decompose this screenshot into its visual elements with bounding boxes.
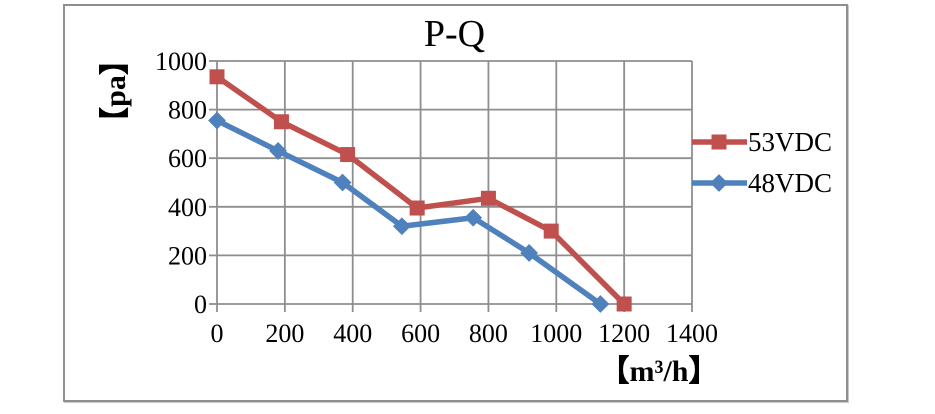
x-tick-label: 400 (333, 319, 372, 348)
y-tick-label: 200 (168, 241, 207, 270)
y-tick-label: 800 (168, 96, 207, 125)
y-tick-label: 1000 (155, 47, 207, 76)
x-tick-label: 200 (265, 319, 304, 348)
chart-frame: 0 200 400 600 800 1000 1200 1400 0 200 400 600 800 10… (63, 4, 848, 402)
legend-entry-53vdc[interactable]: 53VDC (692, 125, 832, 159)
y-tick-label: 600 (168, 144, 207, 173)
x-tick-label: 800 (469, 319, 508, 348)
x-tick-label: 1400 (666, 319, 718, 348)
gridlines (216, 60, 693, 305)
y-axis-title: 【pa】 (99, 45, 132, 137)
legend-key-48vdc-icon (692, 174, 747, 192)
axis-ticks (209, 60, 693, 312)
legend: 53VDC 48VDC (692, 125, 832, 200)
chart-title: P-Q (423, 13, 486, 55)
legend-label-53vdc: 53VDC (748, 127, 833, 157)
diamond-marker-icon (464, 208, 483, 227)
diamond-marker-icon (710, 174, 728, 192)
diamond-marker-icon (393, 217, 411, 236)
diamond-marker-icon (208, 111, 226, 130)
square-marker-icon (340, 147, 356, 163)
diamond-marker-icon (333, 173, 352, 192)
x-tick-label: 600 (401, 319, 440, 348)
legend-label-48vdc: 48VDC (748, 168, 833, 198)
square-marker-icon (616, 296, 632, 312)
square-marker-icon (480, 190, 496, 206)
plot-area: 0 200 400 600 800 1000 1200 1400 0 200 400 600 800 10… (155, 47, 719, 348)
series-48vdc (208, 111, 610, 313)
square-marker-icon (273, 114, 289, 130)
diamond-marker-icon (269, 142, 287, 160)
x-tick-labels: 0 200 400 600 800 1000 1200 1400 (211, 319, 719, 348)
square-marker-icon (711, 134, 727, 150)
x-axis-title: 【m³/h】 (599, 355, 719, 388)
series-53vdc (209, 69, 632, 312)
legend-entry-48vdc[interactable]: 48VDC (692, 166, 832, 200)
square-marker-icon (409, 200, 425, 216)
y-tick-label: 400 (168, 193, 207, 222)
x-tick-label: 1200 (598, 319, 650, 348)
y-tick-label: 0 (194, 290, 207, 319)
square-marker-icon (543, 223, 559, 239)
legend-key-53vdc-icon (692, 134, 747, 150)
diamond-marker-icon (591, 295, 610, 313)
x-tick-label: 0 (211, 319, 224, 348)
square-marker-icon (209, 69, 225, 85)
y-tick-labels: 0 200 400 600 800 1000 (155, 47, 207, 319)
x-tick-label: 1000 (530, 319, 582, 348)
